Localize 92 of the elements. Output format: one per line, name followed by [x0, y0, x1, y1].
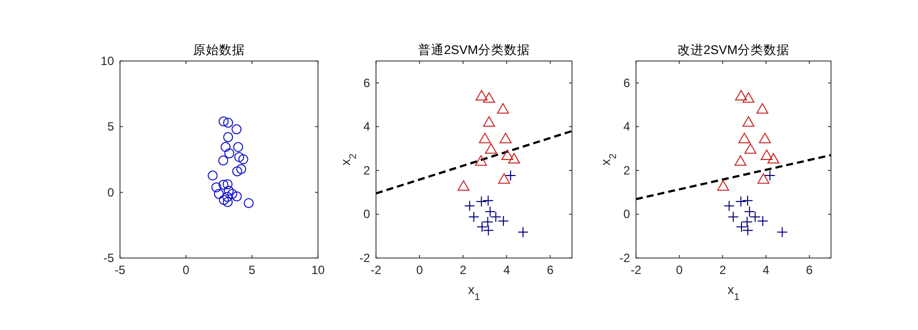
x-tick-label: 5 [248, 263, 256, 277]
point [756, 103, 768, 114]
point [227, 188, 238, 199]
x-tick-label: 2 [460, 263, 467, 277]
point [223, 132, 234, 142]
x-axis-title: x$_{1}$ [468, 282, 480, 302]
point [518, 226, 528, 238]
point [232, 124, 242, 134]
point [738, 132, 750, 144]
point [211, 182, 222, 192]
point [728, 211, 739, 222]
point [717, 180, 730, 191]
point [223, 118, 234, 128]
y-tick-label: -5 [103, 251, 114, 265]
point [742, 92, 754, 103]
point [735, 90, 748, 101]
y-tick-label: 10 [100, 54, 114, 68]
y-tick-label: 0 [363, 207, 370, 222]
x-tick-label: 4 [503, 263, 510, 277]
point [744, 143, 756, 154]
x-tick-label: 10 [311, 263, 325, 277]
point [208, 170, 218, 181]
point [505, 170, 516, 181]
y-tick-label: 0 [623, 207, 630, 222]
x-axis-title: x$_{1}$ [728, 282, 740, 302]
point [218, 156, 228, 166]
point [220, 142, 231, 152]
y-tick-label: -2 [619, 251, 630, 265]
y-tick-label: 2 [363, 163, 370, 178]
y-tick-label: 6 [623, 76, 630, 90]
chart-title: 原始数据 [193, 43, 245, 57]
y-tick-label: 4 [623, 120, 630, 134]
chart-title: 改进2SVM分类数据 [677, 43, 790, 57]
point [476, 196, 487, 208]
point [234, 152, 244, 162]
x-tick-label: 6 [546, 263, 554, 277]
point [483, 92, 496, 103]
y-tick-label: 0 [107, 185, 114, 200]
x-tick-label: 0 [182, 263, 190, 277]
point [476, 90, 488, 101]
point [764, 170, 776, 181]
point [508, 153, 520, 164]
y-tick-label: 6 [363, 76, 370, 90]
point [501, 150, 514, 160]
point [218, 194, 229, 205]
point [468, 211, 480, 222]
point [214, 188, 224, 199]
x-tick-label: 0 [416, 263, 424, 277]
x-tick-label: 2 [719, 263, 726, 277]
y-tick-label: 5 [107, 120, 114, 134]
point [218, 180, 228, 190]
x-tick-label: 0 [676, 263, 683, 277]
point [724, 200, 735, 212]
point [232, 191, 242, 202]
point [483, 116, 496, 127]
point [742, 195, 754, 206]
point [238, 154, 248, 164]
point [474, 155, 487, 166]
x-tick-label: 4 [762, 263, 770, 277]
y-tick-label: 4 [363, 120, 370, 134]
y-tick-label: 2 [623, 163, 630, 178]
point [244, 198, 254, 208]
point [742, 116, 754, 127]
point [742, 216, 753, 228]
point [484, 143, 497, 154]
point [232, 166, 242, 176]
point [224, 148, 234, 158]
point [760, 150, 773, 160]
point [757, 173, 770, 184]
point [735, 196, 746, 208]
chart-title: 普通2SVM分类数据 [418, 42, 530, 57]
point [498, 173, 510, 184]
point [218, 116, 229, 126]
point [233, 142, 244, 152]
y-tick-label: -2 [359, 251, 370, 265]
point [482, 195, 494, 206]
point [767, 153, 780, 164]
point [496, 103, 509, 114]
point [224, 186, 234, 196]
point [500, 132, 512, 144]
point [758, 132, 771, 144]
x-tick-label: 6 [806, 263, 813, 277]
point [236, 164, 246, 174]
point [458, 180, 470, 191]
point [222, 179, 233, 190]
point [222, 192, 232, 202]
point [776, 226, 788, 238]
point [222, 197, 233, 208]
point [464, 200, 476, 212]
point [478, 132, 491, 144]
point [734, 155, 746, 166]
point [482, 216, 494, 228]
